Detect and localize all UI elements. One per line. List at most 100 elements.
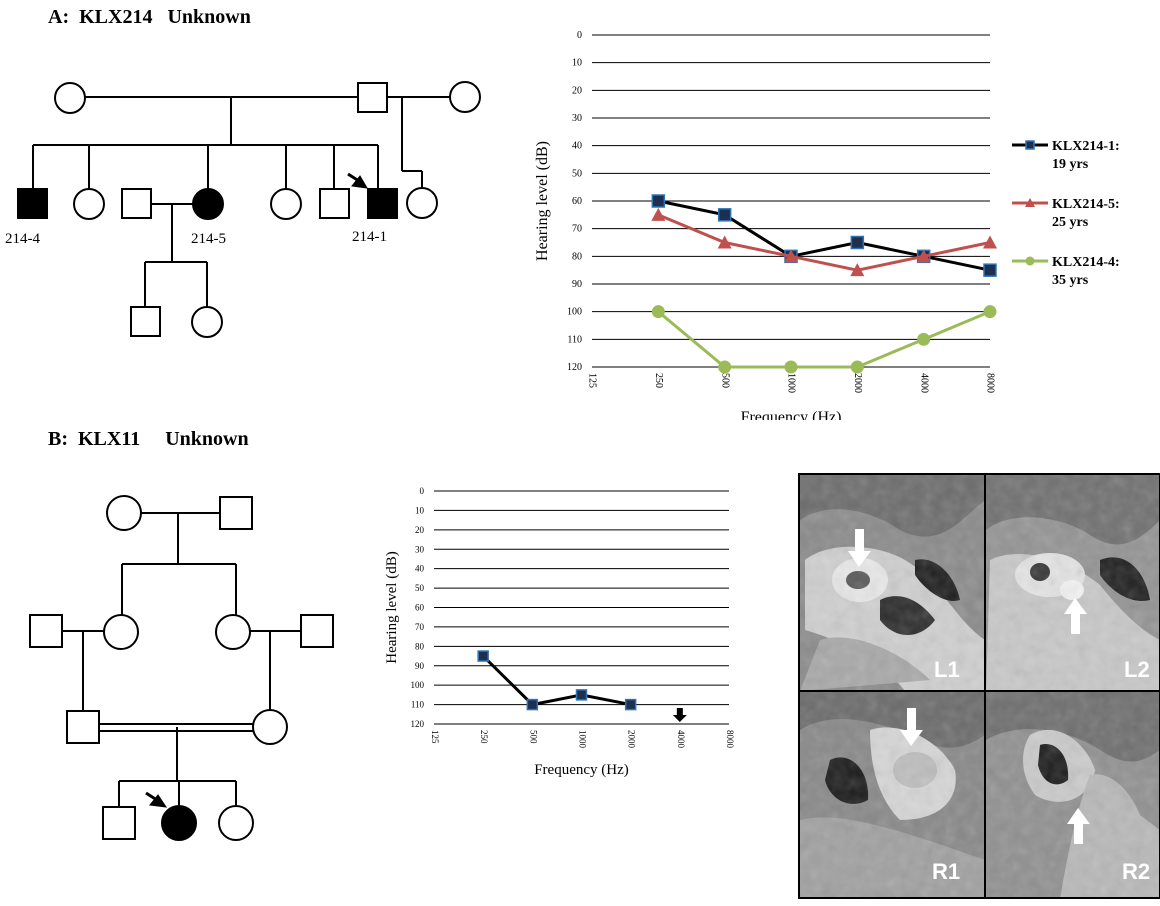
legend-label: KLX214-1: bbox=[1052, 139, 1120, 154]
y-tick-label: 10 bbox=[572, 58, 582, 69]
x-tick-label: 125 bbox=[430, 730, 440, 744]
data-point bbox=[624, 698, 637, 711]
data-point bbox=[575, 689, 588, 701]
data-point bbox=[916, 249, 931, 263]
legend-entry-0: KLX214-1: 19 yrs bbox=[1012, 139, 1120, 172]
data-point bbox=[477, 650, 489, 662]
y-tick-label: 120 bbox=[411, 719, 425, 729]
x-tick-label: 4000 bbox=[676, 730, 686, 749]
ct-image-r1 bbox=[800, 692, 985, 899]
data-point bbox=[717, 235, 732, 249]
x-tick-label: 8000 bbox=[985, 373, 996, 393]
pedigree-a: 214-4 214-5 214-1 bbox=[5, 81, 481, 338]
data-point bbox=[850, 235, 865, 250]
x-tick-label: 125 bbox=[587, 373, 598, 388]
data-point bbox=[784, 249, 798, 263]
y-axis-label: Hearing level (dB) bbox=[534, 141, 551, 261]
down-arrow-annotation bbox=[672, 708, 687, 722]
x-tick-label: 250 bbox=[653, 373, 664, 388]
legend-entry-1: KLX214-5: 25 yrs bbox=[1012, 197, 1120, 230]
x-tick-label: 8000 bbox=[725, 730, 735, 749]
legend-label: KLX214-4: bbox=[1052, 255, 1120, 270]
y-axis-label: Hearing level (dB) bbox=[384, 551, 400, 663]
y-tick-label: 70 bbox=[415, 622, 425, 632]
y-tick-label: 40 bbox=[572, 141, 582, 152]
x-tick-label: 2000 bbox=[627, 730, 637, 749]
series-line bbox=[657, 213, 991, 272]
y-tick-label: 0 bbox=[577, 30, 582, 41]
y-tick-label: 30 bbox=[572, 113, 582, 124]
data-point bbox=[983, 263, 997, 277]
ct-label-r1: R1 bbox=[932, 859, 960, 884]
legend-label: 35 yrs bbox=[1052, 273, 1089, 288]
data-point bbox=[850, 263, 865, 277]
x-tick-label: 500 bbox=[528, 730, 538, 744]
pedigree-label: 214-1 bbox=[352, 229, 387, 245]
data-point bbox=[651, 207, 666, 221]
ct-image-r2 bbox=[986, 692, 1160, 899]
affected-female-proband-b bbox=[161, 805, 197, 841]
proband-arrow-b bbox=[145, 791, 168, 808]
series-0 bbox=[477, 650, 637, 711]
data-point bbox=[983, 235, 997, 249]
audiogram-a: 0 10 20 30 40 50 60 70 80 90 100 110 120 125 250 500 100… bbox=[534, 30, 1120, 420]
series-line bbox=[657, 310, 991, 369]
ct-image-grid: L1 L2 R1 R2 bbox=[798, 473, 1160, 899]
x-tick-label: 500 bbox=[719, 373, 730, 388]
y-tick-label: 0 bbox=[420, 486, 425, 496]
data-point bbox=[917, 332, 931, 346]
y-tick-label: 10 bbox=[415, 505, 425, 515]
y-tick-label: 20 bbox=[572, 85, 582, 96]
data-point bbox=[850, 360, 864, 374]
series-1 bbox=[651, 207, 997, 277]
legend-label: 19 yrs bbox=[1052, 157, 1089, 172]
y-tick-label: 80 bbox=[572, 251, 582, 262]
ct-label-l1: L1 bbox=[934, 657, 960, 682]
affected-male-214-4 bbox=[17, 188, 48, 219]
x-tick-label: 250 bbox=[479, 730, 489, 744]
y-tick-label: 90 bbox=[572, 279, 582, 290]
data-point bbox=[1025, 198, 1035, 207]
data-point bbox=[983, 305, 997, 319]
legend-label: KLX214-5: bbox=[1052, 197, 1120, 212]
data-point bbox=[718, 360, 732, 374]
y-tick-label: 120 bbox=[567, 362, 582, 373]
y-tick-label: 70 bbox=[572, 224, 582, 235]
legend-entry-2: KLX214-4: 35 yrs bbox=[1012, 255, 1120, 288]
y-tick-label: 110 bbox=[567, 334, 582, 345]
x-tick-label: 2000 bbox=[852, 373, 863, 393]
data-point bbox=[651, 194, 666, 208]
series-line bbox=[658, 199, 991, 272]
y-tick-label: 40 bbox=[415, 564, 425, 574]
x-tick-label: 1000 bbox=[786, 373, 797, 393]
y-tick-label: 20 bbox=[415, 525, 425, 535]
affected-female-214-5 bbox=[192, 188, 224, 220]
proband-arrow-a bbox=[347, 172, 368, 189]
y-tick-label: 80 bbox=[415, 641, 425, 651]
affected-male-214-1 bbox=[367, 188, 398, 219]
ct-label-r2: R2 bbox=[1122, 859, 1150, 884]
panel-b-title: B: KLX11 Unknown bbox=[48, 428, 249, 450]
x-axis-label: Frequency (Hz) bbox=[534, 762, 629, 778]
data-point bbox=[651, 305, 665, 319]
x-tick-label: 4000 bbox=[918, 373, 929, 393]
y-tick-label: 60 bbox=[415, 603, 425, 613]
x-axis-label: Frequency (Hz) bbox=[741, 409, 842, 420]
y-tick-label: 50 bbox=[572, 168, 582, 179]
series-2 bbox=[651, 305, 997, 374]
y-tick-label: 30 bbox=[415, 544, 425, 554]
data-point bbox=[717, 208, 732, 222]
ct-image-l2 bbox=[986, 475, 1160, 691]
y-tick-label: 110 bbox=[411, 700, 425, 710]
ct-image-l1 bbox=[800, 475, 985, 691]
pedigree-label: 214-5 bbox=[191, 231, 226, 247]
data-point bbox=[1025, 256, 1035, 266]
y-tick-label: 90 bbox=[415, 661, 425, 671]
data-point bbox=[526, 698, 539, 711]
ct-label-l2: L2 bbox=[1124, 657, 1150, 682]
data-point bbox=[784, 360, 798, 374]
y-tick-label: 100 bbox=[411, 680, 425, 690]
y-tick-label: 60 bbox=[572, 196, 582, 207]
series-line bbox=[482, 654, 631, 707]
y-tick-label: 100 bbox=[567, 307, 582, 318]
